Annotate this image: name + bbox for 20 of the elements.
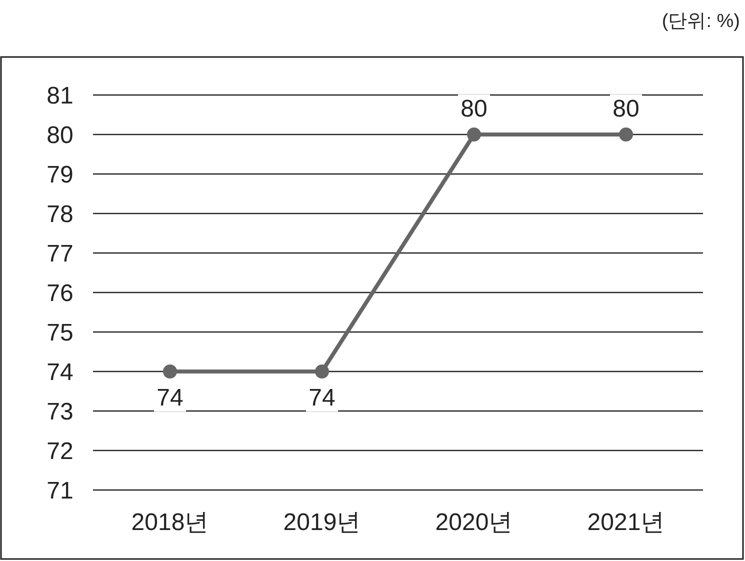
text: (단위: %) [662,11,740,32]
data-label: 74 [156,384,184,412]
x-tick-label: 2019년 [283,509,361,536]
y-tick-label: 72 [46,438,74,465]
data-label: 80 [612,96,640,122]
y-tick-label: 74 [46,358,74,386]
data-label: 80 [460,96,488,122]
data-label: 74 [308,384,336,412]
x-tick-label: 2020년 [435,509,513,536]
y-tick-label: 75 [46,319,74,346]
y-tick-label: 77 [46,240,74,268]
y-tick-label: 78 [46,200,74,228]
y-tick-label: 79 [46,161,74,188]
x-tick-label: 2018년 [131,509,209,536]
y-tick-label: 76 [46,280,74,307]
y-tick-label: 81 [46,82,74,110]
x-tick-label: 2021년 [587,509,665,536]
y-tick-label: 71 [46,477,74,504]
y-tick-label: 80 [46,122,74,149]
y-tick-label: 73 [46,398,74,426]
